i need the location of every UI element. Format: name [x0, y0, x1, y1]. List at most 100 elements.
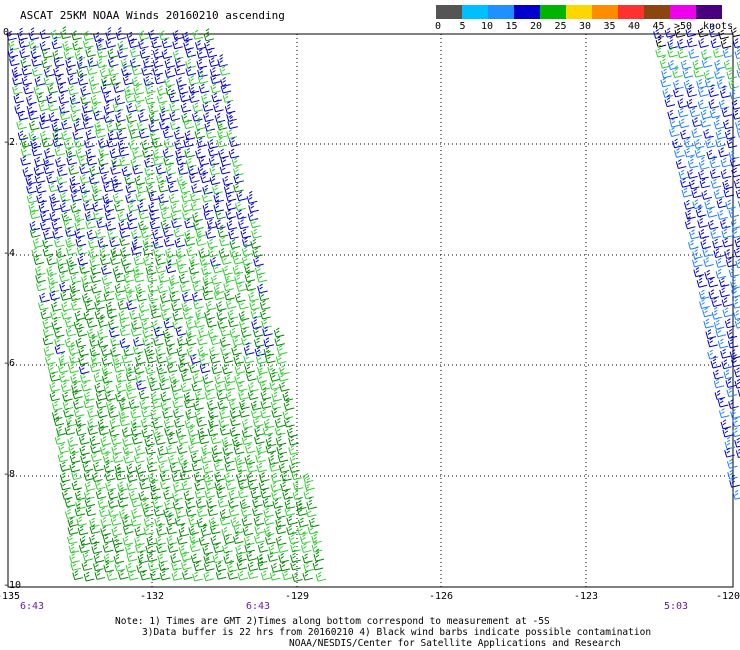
wind-barb [209, 67, 221, 78]
wind-barb [100, 526, 111, 536]
wind-barb [21, 65, 33, 76]
wind-barb [57, 263, 69, 274]
wind-barb [46, 93, 57, 104]
wind-barb [221, 526, 233, 537]
wind-barb [119, 227, 130, 238]
wind-barb [142, 503, 154, 517]
wind-barb [83, 30, 94, 41]
wind-barb [195, 498, 207, 509]
wind-barb [312, 560, 324, 571]
wind-barb [236, 557, 248, 571]
wind-barb [212, 263, 223, 274]
latitude-label: -8 [3, 469, 16, 480]
wind-barb [165, 444, 177, 455]
wind-barb [81, 103, 93, 114]
wind-barb [185, 409, 196, 419]
wind-barb [108, 66, 119, 76]
wind-barb [163, 318, 175, 329]
wind-barb [169, 291, 181, 302]
wind-barb [222, 175, 233, 186]
wind-barb [128, 399, 140, 410]
wind-barb [228, 489, 240, 500]
wind-barb [714, 59, 725, 70]
wind-barb [268, 544, 280, 555]
wind-barb [135, 542, 146, 553]
wind-barb [142, 57, 154, 68]
wind-barb [84, 497, 96, 508]
wind-barb [720, 38, 732, 49]
wind-barb [213, 290, 225, 301]
wind-barb [79, 183, 91, 194]
wind-barb [136, 120, 148, 131]
wind-barb [179, 180, 191, 194]
wind-barb [33, 165, 45, 176]
wind-barb [291, 572, 303, 582]
wind-barb [210, 83, 222, 94]
wind-barb [112, 453, 124, 464]
wind-barb [85, 47, 96, 58]
wind-barb [241, 418, 253, 429]
wind-barb [17, 130, 29, 141]
wind-barb [728, 267, 740, 278]
legend-tick-label: 20 [529, 21, 543, 32]
wind-barb [125, 562, 137, 573]
wind-barb [706, 149, 718, 160]
wind-barb [700, 109, 712, 120]
wind-barb [155, 164, 167, 175]
wind-barb [252, 417, 264, 428]
wind-barb [683, 79, 695, 90]
wind-barb [257, 542, 269, 553]
wind-barb [107, 130, 119, 141]
wind-barb [82, 116, 94, 130]
wind-barb [55, 74, 67, 85]
wind-barb [699, 296, 710, 309]
wind-barb [275, 505, 286, 519]
wind-barb [161, 38, 173, 49]
wind-barb [277, 542, 289, 553]
wind-barb [52, 228, 63, 239]
wind-barb [143, 516, 155, 527]
wind-barb [78, 155, 89, 166]
wind-barb [210, 335, 221, 346]
wind-barb [680, 59, 692, 70]
wind-barb [139, 48, 151, 59]
wind-barb [232, 336, 243, 347]
wind-barb [125, 183, 137, 193]
wind-barb [148, 118, 159, 132]
wind-barb [53, 66, 64, 77]
wind-barb [105, 220, 117, 231]
longitude-label: -132 [139, 591, 165, 602]
wind-barb [721, 297, 733, 308]
wind-barb [224, 461, 236, 472]
wind-barb [89, 346, 101, 357]
wind-barb [158, 200, 170, 211]
wind-barb [149, 210, 160, 221]
wind-barb [167, 182, 179, 193]
wind-barb [653, 29, 664, 39]
wind-barb [193, 397, 204, 411]
wind-barb [715, 257, 727, 268]
wind-barb [723, 119, 734, 130]
wind-barb [71, 480, 83, 491]
wind-barb [731, 99, 740, 110]
wind-barb [238, 216, 249, 230]
wind-barb [62, 400, 74, 410]
wind-barb [131, 508, 142, 518]
legend-tick-label: >50 [673, 21, 693, 32]
wind-barb [152, 57, 164, 68]
wind-barb [208, 414, 219, 428]
wind-barb [221, 364, 233, 375]
wind-barb [210, 74, 221, 85]
wind-barb [189, 530, 200, 544]
wind-barb [673, 87, 684, 98]
wind-barb [54, 344, 66, 355]
wind-barb [115, 120, 127, 131]
wind-barb [673, 79, 684, 90]
wind-barb [115, 369, 127, 383]
wind-barb [51, 410, 63, 420]
wind-barb [713, 116, 725, 130]
wind-barb [203, 112, 214, 122]
wind-barb [129, 309, 140, 320]
wind-barb [196, 507, 208, 518]
wind-barb [67, 75, 79, 85]
